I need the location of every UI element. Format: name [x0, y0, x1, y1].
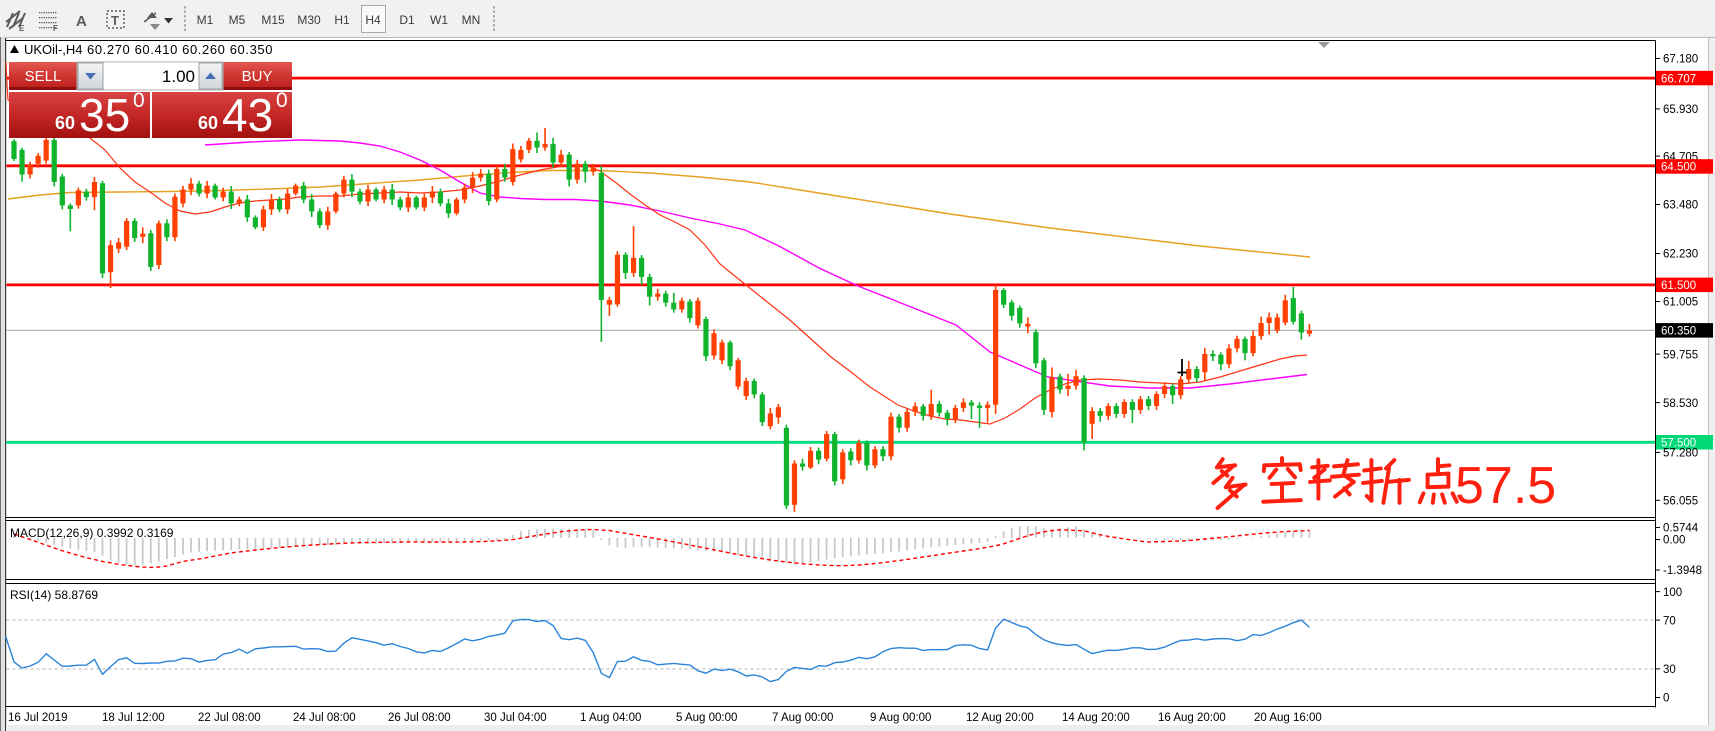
svg-text:M15: M15	[261, 13, 285, 27]
svg-text:UKOil-,H4: UKOil-,H4	[24, 42, 83, 57]
svg-text:D1: D1	[399, 13, 415, 27]
svg-text:63.480: 63.480	[1663, 200, 1698, 212]
svg-text:1 Aug 04:00: 1 Aug 04:00	[580, 712, 641, 724]
svg-text:24 Jul 08:00: 24 Jul 08:00	[293, 712, 356, 724]
svg-text:14 Aug 20:00: 14 Aug 20:00	[1062, 712, 1130, 724]
svg-text:26 Jul 08:00: 26 Jul 08:00	[388, 712, 451, 724]
svg-text:57.5: 57.5	[1455, 457, 1556, 515]
svg-text:H4: H4	[365, 13, 381, 27]
svg-text:16 Jul 2019: 16 Jul 2019	[8, 712, 67, 724]
svg-text:A: A	[76, 13, 87, 30]
svg-text:61.005: 61.005	[1663, 297, 1698, 309]
svg-text:SELL: SELL	[25, 68, 62, 85]
svg-text:22 Jul 08:00: 22 Jul 08:00	[198, 712, 261, 724]
svg-text:M5: M5	[229, 13, 246, 27]
svg-text:M30: M30	[297, 13, 321, 27]
svg-text:0: 0	[276, 89, 288, 112]
svg-text:12 Aug 20:00: 12 Aug 20:00	[966, 712, 1034, 724]
svg-text:-1.3948: -1.3948	[1663, 565, 1702, 577]
svg-text:0.00: 0.00	[1663, 535, 1685, 547]
svg-text:E: E	[19, 24, 25, 33]
svg-text:56.055: 56.055	[1663, 496, 1698, 508]
svg-text:18 Jul 12:00: 18 Jul 12:00	[102, 712, 165, 724]
svg-text:MN: MN	[462, 13, 481, 27]
svg-text:RSI(14) 58.8769: RSI(14) 58.8769	[10, 588, 98, 602]
svg-text:58.530: 58.530	[1663, 398, 1698, 410]
svg-text:60: 60	[198, 113, 218, 133]
svg-text:66.707: 66.707	[1661, 73, 1696, 85]
svg-text:16 Aug 20:00: 16 Aug 20:00	[1158, 712, 1226, 724]
svg-text:65.930: 65.930	[1663, 104, 1698, 116]
svg-text:70: 70	[1663, 615, 1676, 627]
svg-text:30 Jul 04:00: 30 Jul 04:00	[484, 712, 547, 724]
svg-text:61.500: 61.500	[1661, 280, 1696, 292]
svg-text:60.270 60.410 60.260 60.350: 60.270 60.410 60.260 60.350	[87, 42, 273, 57]
svg-text:57.280: 57.280	[1663, 448, 1698, 460]
svg-text:W1: W1	[430, 13, 448, 27]
svg-text:64.500: 64.500	[1661, 162, 1696, 174]
svg-text:60.350: 60.350	[1661, 326, 1696, 338]
svg-text:MACD(12,26,9) 0.3992 0.3169: MACD(12,26,9) 0.3992 0.3169	[10, 526, 174, 540]
svg-text:62.230: 62.230	[1663, 249, 1698, 261]
svg-text:100: 100	[1663, 587, 1682, 599]
svg-text:20 Aug 16:00: 20 Aug 16:00	[1254, 712, 1322, 724]
svg-text:7 Aug 00:00: 7 Aug 00:00	[772, 712, 833, 724]
svg-text:H1: H1	[334, 13, 350, 27]
svg-text:30: 30	[1663, 664, 1676, 676]
svg-text:5 Aug 00:00: 5 Aug 00:00	[676, 712, 737, 724]
svg-text:M1: M1	[197, 13, 214, 27]
svg-text:1.00: 1.00	[162, 67, 195, 86]
svg-text:67.180: 67.180	[1663, 54, 1698, 66]
svg-text:F: F	[53, 24, 58, 33]
svg-text:9 Aug 00:00: 9 Aug 00:00	[870, 712, 931, 724]
svg-text:T: T	[111, 13, 119, 28]
svg-text:0.5744: 0.5744	[1663, 523, 1699, 535]
svg-text:35: 35	[79, 89, 130, 141]
svg-text:0: 0	[133, 89, 145, 112]
svg-text:60: 60	[55, 113, 75, 133]
svg-text:59.755: 59.755	[1663, 349, 1698, 361]
svg-text:57.500: 57.500	[1661, 438, 1696, 450]
svg-text:BUY: BUY	[242, 68, 273, 85]
svg-text:43: 43	[222, 89, 273, 141]
svg-text:0: 0	[1663, 693, 1669, 705]
